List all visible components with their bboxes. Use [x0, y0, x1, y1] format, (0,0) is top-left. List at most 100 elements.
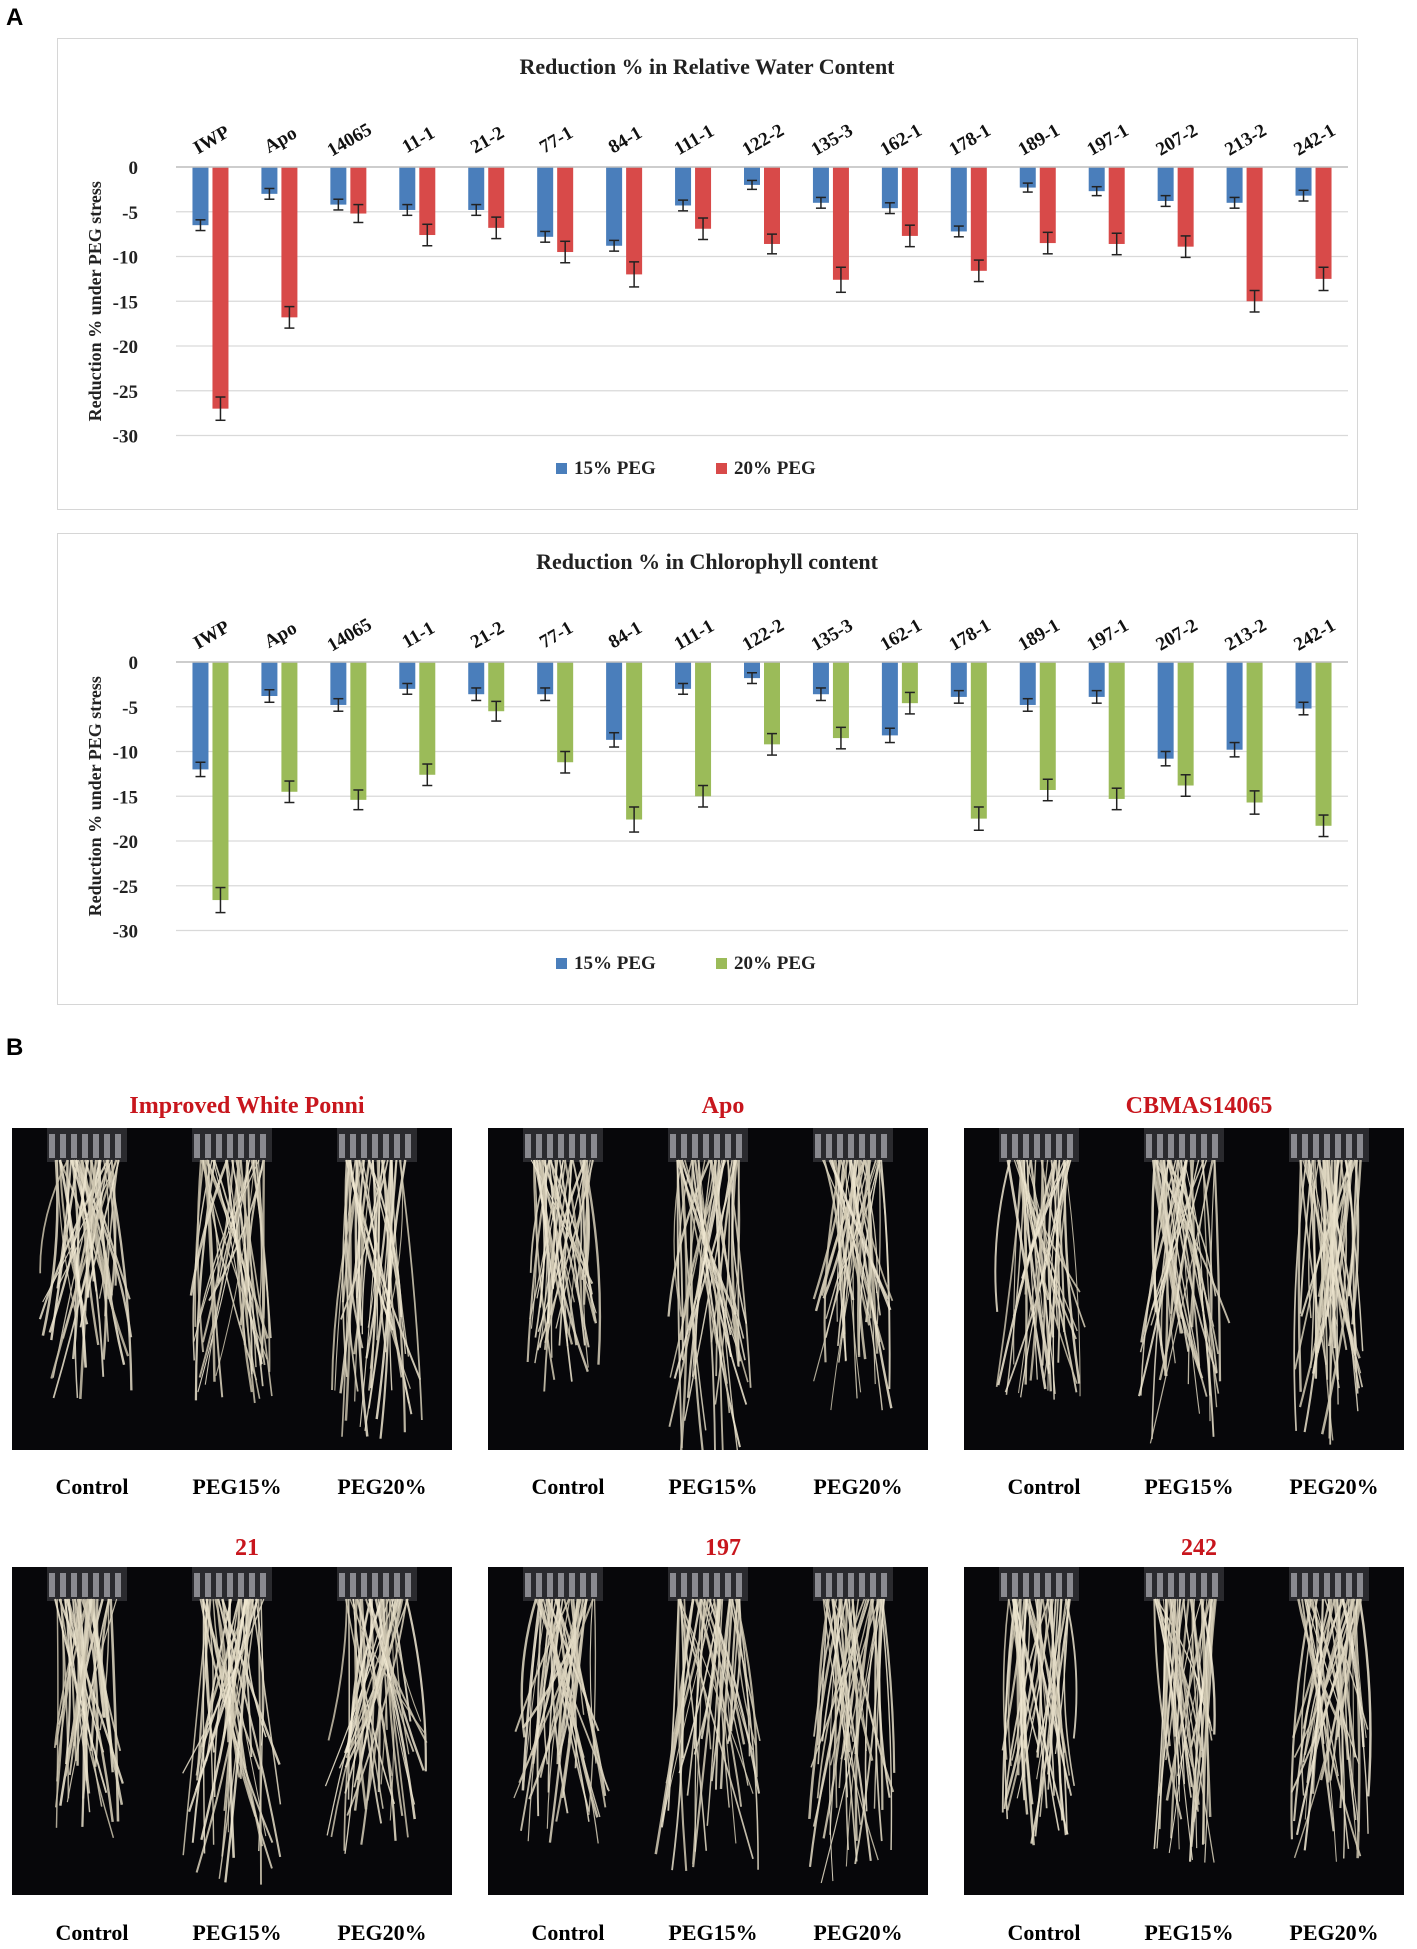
bar-peg15	[468, 167, 485, 210]
root-holder-slot	[205, 1573, 211, 1597]
bar-peg20	[488, 167, 505, 228]
x-tick-label: 162-1	[877, 615, 926, 655]
root-photo	[12, 1128, 452, 1450]
bar-peg15	[950, 662, 967, 697]
root-strand	[1304, 1598, 1336, 1820]
root-strand	[534, 1159, 548, 1338]
root-holder-slot	[1146, 1134, 1152, 1158]
root-strand	[1166, 1159, 1215, 1327]
bar-peg15	[399, 662, 416, 689]
root-strand	[546, 1598, 579, 1829]
root-holder-slot	[71, 1573, 77, 1597]
bar-peg20	[1039, 167, 1056, 244]
root-strand	[368, 1159, 403, 1318]
root-holder-slot	[591, 1134, 597, 1158]
root-strand	[194, 1159, 205, 1327]
root-strand	[1151, 1159, 1200, 1311]
photo-caption: PEG15%	[192, 1920, 282, 1945]
root-strand	[1304, 1598, 1337, 1862]
root-holder-slot	[837, 1573, 843, 1597]
root-strand	[680, 1159, 688, 1450]
root-strand	[346, 1598, 408, 1816]
root-strand	[823, 1159, 842, 1291]
root-strand	[235, 1159, 250, 1301]
x-tick-label: 197-1	[1084, 120, 1133, 160]
root-strand	[874, 1598, 883, 1842]
root-holder-slot	[670, 1573, 676, 1597]
root-strand	[405, 1598, 427, 1772]
chart-title: Reduction % in Chlorophyll content	[536, 549, 879, 574]
bar-peg20	[626, 167, 643, 275]
root-strand	[667, 1159, 711, 1317]
root-strand	[521, 1598, 542, 1791]
root-strand	[1006, 1598, 1055, 1811]
root-holder-slot	[372, 1573, 378, 1597]
x-tick-label: 213-2	[1221, 120, 1270, 160]
photo-caption: PEG20%	[1289, 1920, 1379, 1945]
root-strand	[823, 1598, 854, 1742]
root-strand	[1199, 1598, 1216, 1735]
bar-peg15	[606, 167, 623, 246]
root-drawing	[513, 1567, 896, 1884]
root-strand	[536, 1159, 575, 1303]
root-holder-slot	[361, 1573, 367, 1597]
root-strand	[1300, 1598, 1319, 1796]
photo-caption: PEG15%	[1144, 1474, 1234, 1499]
root-strand	[714, 1598, 731, 1790]
root-strand	[717, 1159, 724, 1450]
root-holder-slot	[1302, 1134, 1308, 1158]
root-strand	[719, 1598, 734, 1789]
root-holder-slot	[260, 1134, 266, 1158]
root-photo	[488, 1567, 928, 1895]
bar-peg20	[1177, 167, 1194, 247]
root-holder-slot	[1313, 1134, 1319, 1158]
root-strand	[380, 1598, 391, 1785]
root-strand	[810, 1598, 868, 1768]
root-strand	[520, 1598, 538, 1738]
root-strand	[1358, 1598, 1372, 1797]
x-tick-label: 178-1	[946, 615, 995, 655]
root-strand	[1151, 1159, 1179, 1440]
rwc-chart: Reduction % in Relative Water Content 0 -5…	[57, 38, 1358, 510]
root-strand	[1047, 1159, 1060, 1391]
root-strand	[1137, 1159, 1188, 1397]
photo-title: Improved White Ponni	[129, 1093, 365, 1119]
root-strand	[53, 1598, 89, 1749]
bar-peg15	[1019, 662, 1036, 705]
y-tick-label: -10	[113, 743, 138, 764]
root-holder-slot	[1045, 1134, 1051, 1158]
root-strand	[1140, 1159, 1188, 1343]
root-strand	[730, 1159, 741, 1331]
root-holder-slot	[1357, 1134, 1363, 1158]
root-strand	[690, 1159, 704, 1450]
root-strand	[193, 1159, 260, 1342]
root-strand	[354, 1159, 369, 1437]
root-strand	[354, 1598, 368, 1810]
root-strand	[579, 1159, 590, 1281]
root-strand	[52, 1159, 110, 1399]
photo-title: CBMAS14065	[1125, 1093, 1273, 1119]
root-strand	[713, 1598, 737, 1844]
x-tick-label: 162-1	[877, 120, 926, 160]
root-strand	[1050, 1159, 1061, 1363]
root-strand	[856, 1159, 872, 1357]
root-strand	[514, 1598, 570, 1732]
bar-peg15	[812, 167, 829, 203]
root-strand	[368, 1598, 416, 1820]
x-tick-label: 111-1	[671, 616, 718, 655]
root-strand	[534, 1159, 567, 1364]
x-tick-label: 14065	[324, 119, 376, 161]
root-strand	[1326, 1159, 1364, 1388]
root-strand	[532, 1159, 556, 1380]
bar-peg15	[1088, 662, 1105, 697]
photo-caption: PEG20%	[1289, 1474, 1379, 1499]
root-strand	[816, 1598, 830, 1746]
root-strand	[394, 1598, 410, 1755]
x-tick-label: 21-2	[467, 122, 508, 158]
x-tick-label: 122-2	[739, 120, 788, 160]
root-strand	[201, 1159, 235, 1343]
root-strand	[1013, 1159, 1022, 1365]
root-strand	[695, 1598, 743, 1807]
root-holder-slot	[405, 1573, 411, 1597]
root-strand	[255, 1598, 265, 1746]
